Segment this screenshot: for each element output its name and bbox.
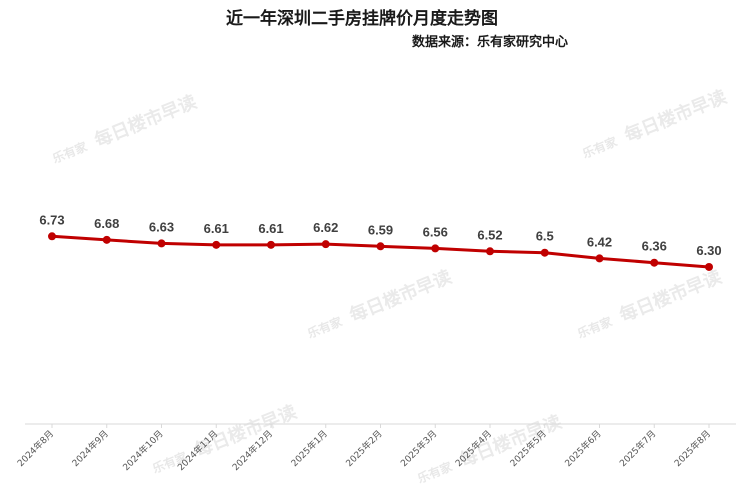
data-point: [486, 247, 494, 256]
data-point: [595, 254, 604, 263]
data-label: 6.52: [477, 227, 502, 242]
chart-title: 近一年深圳二手房挂牌价月度走势图: [226, 8, 498, 29]
watermark-logo: 乐有家: [580, 133, 620, 161]
data-point: [267, 240, 275, 249]
data-point: [431, 244, 440, 253]
watermark-text: 每日楼市早读: [616, 266, 724, 327]
data-points: [48, 232, 713, 271]
data-point: [48, 232, 56, 241]
data-point: [102, 235, 111, 244]
data-point: [650, 258, 659, 267]
x-tick-label: 2025年8月: [672, 428, 713, 469]
x-tick-label: 2024年8月: [15, 428, 56, 469]
data-label: 6.61: [258, 221, 283, 236]
data-label: 6.61: [204, 221, 229, 236]
x-tick-label: 2025年6月: [562, 428, 603, 469]
data-point: [540, 248, 549, 257]
data-labels: 6.73 6.68 6.63 6.61 6.61 6.62 6.59 6.56 6.52 6.5 6…: [39, 212, 721, 258]
data-label: 6.73: [39, 212, 64, 227]
data-label: 6.36: [642, 239, 667, 254]
chart-source: 数据来源：乐有家研究中心: [412, 34, 568, 50]
data-label: 6.62: [313, 220, 338, 235]
data-point: [212, 240, 221, 249]
watermark-logo: 乐有家: [50, 138, 90, 166]
data-point: [705, 262, 713, 271]
watermark-logo: 乐有家: [575, 313, 615, 341]
data-label: 6.5: [536, 229, 554, 244]
x-tick-label: 2025年7月: [617, 428, 658, 469]
data-point: [321, 240, 330, 249]
x-tick-label: 2025年1月: [288, 428, 329, 469]
data-label: 6.59: [368, 222, 393, 237]
watermark-logo: 乐有家: [415, 458, 455, 486]
data-label: 6.63: [149, 219, 174, 234]
x-tick-labels: 2024年8月 2024年9月 2024年10月 2024年11月 2024年12月 20…: [15, 424, 713, 473]
data-label: 6.68: [94, 216, 119, 231]
x-tick-label: 2025年2月: [343, 428, 384, 469]
data-point: [157, 239, 166, 248]
watermark-text: 每日楼市早读: [91, 91, 199, 152]
watermark-logo: 乐有家: [305, 313, 345, 341]
data-label: 6.30: [696, 243, 721, 258]
x-tick-label: 2025年3月: [398, 428, 439, 469]
data-label: 6.56: [423, 224, 448, 239]
data-point: [376, 242, 385, 251]
watermark-text: 每日楼市早读: [346, 266, 454, 327]
x-tick-label: 2024年9月: [69, 428, 110, 469]
watermark-text: 每日楼市早读: [621, 86, 729, 147]
data-label: 6.42: [587, 234, 612, 249]
